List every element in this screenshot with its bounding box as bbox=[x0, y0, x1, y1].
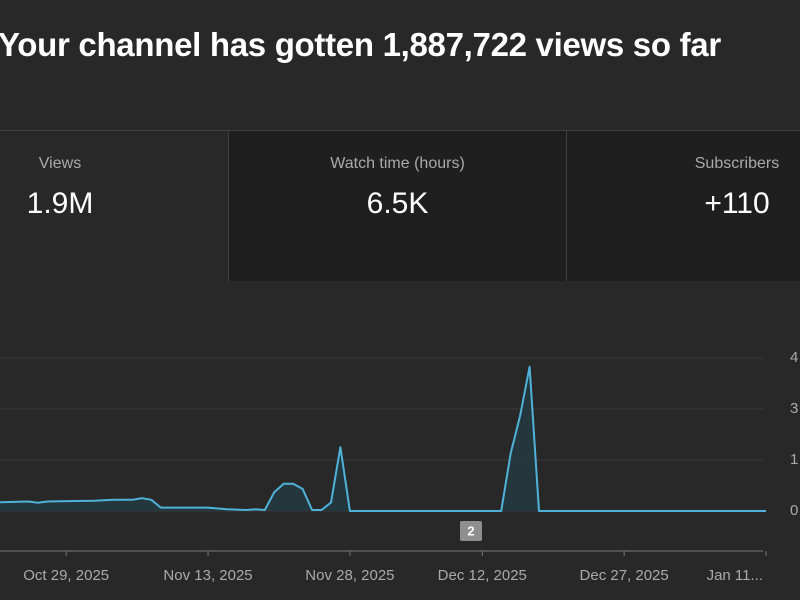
page-title: Your channel has gotten 1,887,722 views … bbox=[0, 26, 721, 63]
x-tick-label: Dec 12, 2025 bbox=[438, 567, 527, 584]
metric-label: Subscribers bbox=[694, 155, 780, 172]
metric-tabs: Views 1.9M Watch time (hours) 6.5K Subsc… bbox=[0, 130, 800, 281]
y-tick-label: 0 bbox=[790, 502, 798, 519]
annotation-label: 2 bbox=[467, 523, 474, 538]
metric-tab[interactable]: Views 1.9M bbox=[0, 131, 228, 281]
area bbox=[0, 366, 766, 511]
x-tick-label: Jan 11... bbox=[707, 567, 763, 584]
y-tick-label: 4 bbox=[790, 349, 798, 366]
metric-value: 1.9M bbox=[26, 187, 94, 220]
y-tick-label: 1 bbox=[790, 451, 798, 468]
x-tick-label: Nov 28, 2025 bbox=[305, 567, 394, 584]
metric-tab[interactable]: Watch time (hours) 6.5K bbox=[228, 131, 566, 281]
metric-label: Watch time (hours) bbox=[330, 155, 465, 172]
x-tick-label: Nov 13, 2025 bbox=[163, 567, 252, 584]
y-tick-label: 3 bbox=[790, 400, 798, 417]
line bbox=[0, 365, 766, 512]
metric-label: Views bbox=[38, 155, 82, 172]
annotation-badge bbox=[460, 521, 482, 541]
metric-value: 6.5K bbox=[366, 187, 429, 220]
metric-value: +110 bbox=[704, 187, 770, 220]
metric-tab[interactable]: Subscribers +110 bbox=[566, 131, 800, 281]
x-tick-label: Dec 27, 2025 bbox=[580, 567, 669, 584]
x-tick-label: Oct 29, 2025 bbox=[23, 567, 109, 584]
